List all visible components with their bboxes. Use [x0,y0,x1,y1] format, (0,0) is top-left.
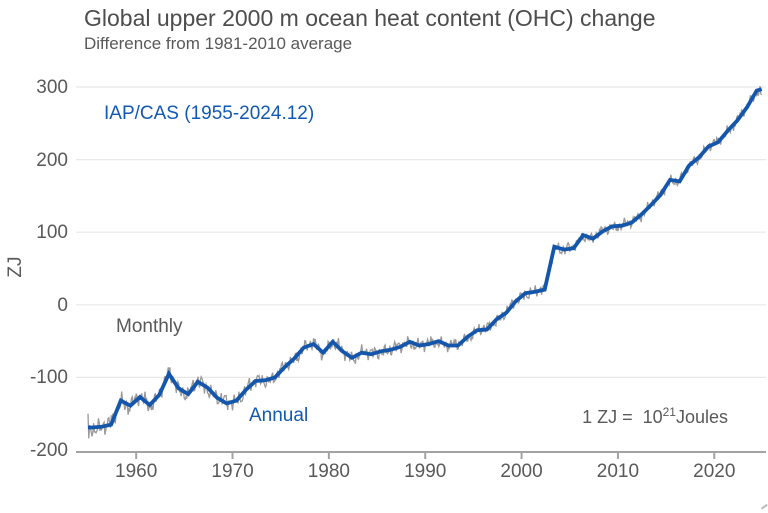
x-tick-label: 2010 [596,461,640,482]
y-tick-label: -100 [29,367,68,389]
monthly-line [87,86,763,439]
unit-note: 1 ZJ = 1021Joules [500,405,728,428]
x-tick-label: 1980 [307,461,351,482]
y-tick-label: 300 [36,77,68,98]
y-tick-label: 100 [36,222,68,244]
chart-subtitle: Difference from 1981-2010 average [84,34,353,53]
annual-line [88,87,763,430]
chart-title: Global upper 2000 m ocean heat content (… [84,5,656,31]
y-tick-label: -200 [29,440,68,461]
dataset-label: IAP/CAS (1955-2024.12) [104,103,315,124]
y-axis-title: ZJ [5,256,26,278]
unit-note-superscript: 21 [662,405,676,419]
monthly-series-label: Monthly [116,316,183,337]
x-tick-label: 2020 [693,461,736,482]
unit-note-prefix: 1 ZJ = 10 [582,407,663,427]
x-tick-label: 1970 [211,461,254,482]
y-tick-label: 200 [36,149,68,171]
unit-note-suffix: Joules [675,407,728,427]
annual-series-label: Annual [249,405,309,426]
y-tick-label: 0 [57,294,68,316]
x-tick-label: 1990 [404,461,447,482]
x-tick-label: 1960 [115,461,158,482]
x-tick-label: 2000 [500,461,543,482]
